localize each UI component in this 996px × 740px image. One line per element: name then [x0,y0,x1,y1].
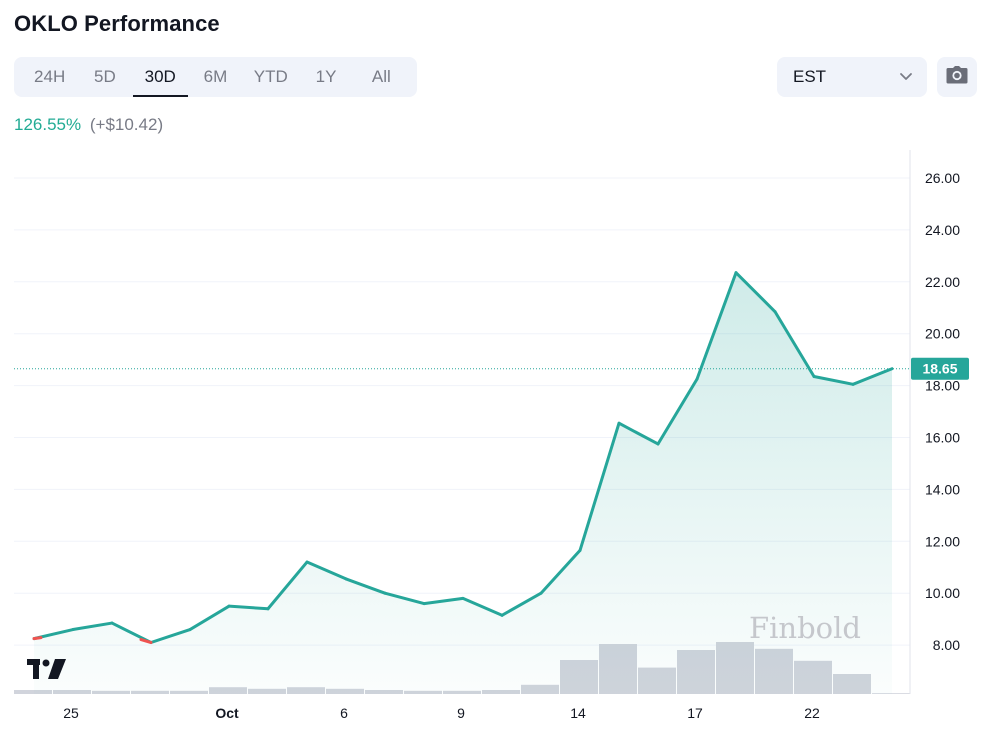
price-line-segment [188,604,231,632]
x-tick-label: Oct [215,705,239,721]
price-line-segment [71,621,114,632]
price-line-segment [266,560,309,611]
price-line-segment [656,377,699,446]
x-tick-label: 17 [687,705,703,721]
price-chart: 8.00 10.00 12.00 14.00 16.00 18.00 20.00 22.00 2… [14,150,969,721]
performance-percent: 126.55% [14,115,82,134]
page-title: OKLO Performance [14,11,220,36]
y-tick-label: 8.00 [933,637,960,653]
price-line-segment [617,421,660,446]
y-tick-label: 16.00 [925,430,960,446]
price-line-segment [461,596,504,617]
price-line-segment [539,548,582,595]
range-tab-ytd[interactable]: YTD [253,67,288,86]
timezone-value: EST [793,67,827,86]
price-line-segment [851,367,894,386]
price-line-down-segment [32,636,43,641]
y-tick-label: 18.00 [925,378,960,394]
finbold-watermark: Finbold [749,611,861,645]
y-tick-label: 24.00 [925,222,960,238]
range-tab-1y[interactable]: 1Y [315,67,337,86]
price-line-down-segment [139,638,153,645]
current-price-label: 18.65 [922,361,957,377]
price-line [32,271,894,645]
price-area-fill [34,272,892,694]
screenshot-button[interactable] [937,57,977,97]
volume-bar [14,690,52,694]
tradingview-logo-icon [27,659,66,679]
price-line-segment [422,596,465,606]
camera-icon [946,65,968,89]
price-line-segment [149,628,192,645]
range-tab-6m[interactable]: 6M [203,67,228,86]
range-tabs: 24H 5D 30D 6M YTD 1Y All [14,57,417,97]
range-tab-24h[interactable]: 24H [34,67,66,86]
price-line-segment [734,271,777,314]
price-axis: 8.00 10.00 12.00 14.00 16.00 18.00 20.00 22.00 2… [925,170,960,653]
performance-change: (+$10.42) [89,115,164,134]
y-tick-label: 20.00 [925,326,960,342]
price-line-segment [773,310,816,379]
x-tick-label: 9 [457,705,465,721]
range-tab-30d[interactable]: 30D [132,57,189,97]
y-tick-label: 12.00 [925,533,960,549]
timezone-select[interactable]: EST [777,57,927,97]
price-line-segment [578,421,621,552]
performance-summary: 126.55% (+$10.42) [14,115,163,135]
y-tick-label: 14.00 [925,481,960,497]
price-line-segment [500,591,543,617]
price-line-segment [305,560,348,581]
y-tick-label: 10.00 [925,585,960,601]
price-line-segment [344,577,387,595]
time-axis: 25 Oct 6 9 14 17 22 [63,705,820,721]
price-line-segment [227,604,270,611]
price-line-segment [812,375,855,386]
chevron-down-icon [899,67,913,87]
x-tick-label: 6 [340,705,348,721]
x-tick-label: 22 [804,705,820,721]
x-tick-label: 14 [570,705,586,721]
range-tab-5d[interactable]: 5D [94,67,116,86]
x-tick-label: 25 [63,705,79,721]
y-tick-label: 22.00 [925,274,960,290]
range-tab-all[interactable]: All [371,67,391,86]
current-price-badge: 18.65 [911,357,969,380]
price-line-segment [695,271,738,381]
y-tick-label: 26.00 [925,170,960,186]
price-line-segment [383,591,426,606]
